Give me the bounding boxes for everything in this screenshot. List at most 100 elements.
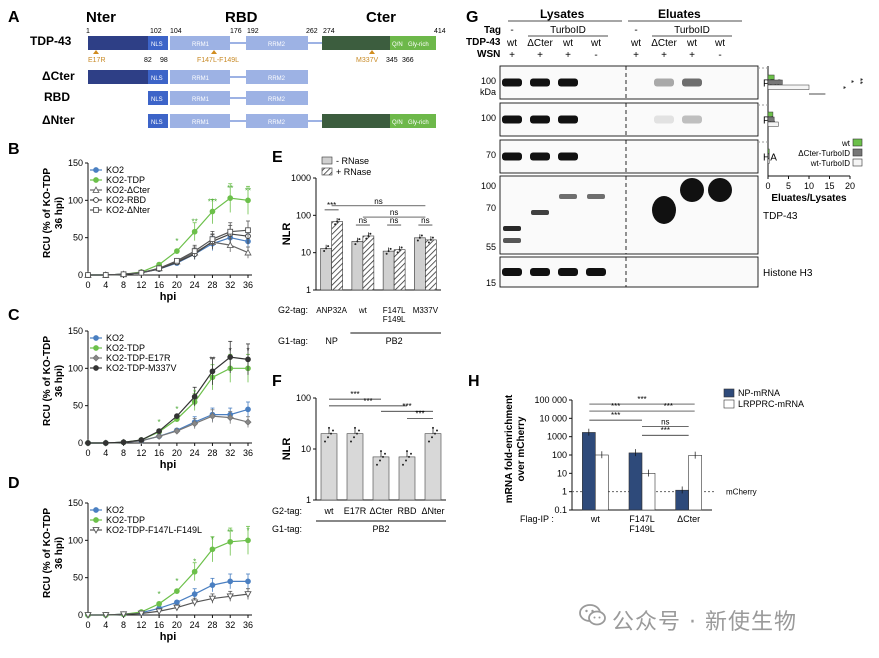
legend-entry: ΔCter-TurboID xyxy=(798,149,850,158)
y-tick-label: 0 xyxy=(78,270,83,280)
data-point xyxy=(245,578,251,585)
dnter-rrm2-label: RRM2 xyxy=(268,120,286,126)
x-tick-label: 12 xyxy=(136,280,146,290)
rbd-rrm1-label: RRM1 xyxy=(192,97,210,103)
legend-entry: wt xyxy=(841,139,851,148)
y-tick-label: 1 xyxy=(562,487,567,497)
dot xyxy=(410,452,412,455)
domain-nter-label: Nter xyxy=(86,9,116,26)
x-tick-label: 20 xyxy=(172,620,182,630)
g2-tag-title: G2-tag: xyxy=(278,305,308,315)
legend-minus-rnase-label: - RNase xyxy=(336,156,369,166)
y-tick-label: 50 xyxy=(73,233,83,243)
g1-tag-label: PB2 xyxy=(372,524,389,534)
tag-value: - xyxy=(510,25,513,36)
x-tick-label: 16 xyxy=(154,620,164,630)
dot xyxy=(336,220,339,223)
sig-label: *** xyxy=(350,390,359,399)
g2-tag-label: ΔCter xyxy=(369,506,392,516)
dot xyxy=(354,243,357,246)
group-label: ΔCter xyxy=(677,514,700,524)
dot xyxy=(330,432,332,435)
data-point xyxy=(191,228,198,235)
text-line: RCU (% of KO-TDP xyxy=(42,336,53,426)
tag-row-label: Tag xyxy=(484,25,501,36)
significance-mark: * xyxy=(193,388,196,397)
g1-tag-title: G1-tag: xyxy=(278,336,308,346)
group-label: wt xyxy=(590,514,600,524)
tdp43-nls-domain xyxy=(148,36,168,50)
g2-tag-label: wt xyxy=(324,506,334,516)
data-point xyxy=(120,439,127,446)
panel-g-label: G xyxy=(466,9,478,26)
legend-entry: LRPPRC-mRNA xyxy=(738,399,804,409)
dot xyxy=(406,450,408,453)
panel-f-label: F xyxy=(272,373,282,390)
wsn-lane-value: + xyxy=(633,50,639,61)
data-point xyxy=(209,546,216,553)
bar xyxy=(351,241,364,291)
dnter-cter-domain xyxy=(322,114,390,128)
bar xyxy=(346,433,364,501)
tdp43-linker2 xyxy=(308,42,322,44)
wsn-lane-value: + xyxy=(509,50,515,61)
dot xyxy=(376,463,378,466)
data-point xyxy=(245,227,251,234)
sig-label: *** xyxy=(363,397,372,406)
pos-102: 102 xyxy=(150,28,162,35)
significance-mark: *** xyxy=(208,198,217,207)
significance-mark: ** xyxy=(227,528,233,537)
data-point xyxy=(155,608,163,616)
significance-mark: * xyxy=(246,526,249,535)
tdp43-nls-label: NLS xyxy=(151,42,163,48)
construct-dnter-label: ΔNter xyxy=(42,113,75,127)
x-tick-label: 32 xyxy=(225,448,235,458)
significance-mark: ** xyxy=(227,184,233,193)
dot xyxy=(338,218,341,221)
legend-entry: KO2-TDP xyxy=(106,343,145,353)
dnter-qn-label: Q/N xyxy=(392,120,403,126)
data-point xyxy=(191,599,199,607)
x-tick-label: 28 xyxy=(207,280,217,290)
g1-tag-label: NP xyxy=(325,336,338,346)
panel-f-bar-chart: F 1 10 100 NLR wt E17R ΔCter RBD ΔNter G2-tag: G1-… xyxy=(272,373,446,534)
legend-marker xyxy=(93,207,99,213)
g2-tag-label: M337V xyxy=(413,306,439,315)
y-tick-label: 10 xyxy=(301,248,311,258)
dot xyxy=(354,426,356,429)
significance-mark: ** xyxy=(245,186,251,195)
y-tick-label: 100 xyxy=(552,450,567,460)
pos-274: 274 xyxy=(323,28,335,35)
text-line: F147L xyxy=(383,306,406,315)
data-point xyxy=(102,272,109,278)
text-line: over mCherry xyxy=(516,416,527,481)
tdp43-linker xyxy=(230,42,246,44)
dot xyxy=(328,426,330,429)
dnter-rrm2-domain xyxy=(246,114,308,128)
series-line-ko2 xyxy=(88,408,249,444)
dot xyxy=(429,238,432,241)
dcter-rrm2-domain xyxy=(246,70,308,84)
blot-protein-label: Histone H3 xyxy=(763,268,813,279)
bar xyxy=(641,473,656,511)
x-tick-label: 0 xyxy=(85,448,90,458)
data-point xyxy=(155,432,163,440)
dot xyxy=(334,223,337,226)
y-tick-label: 100 xyxy=(296,210,311,220)
data-point xyxy=(245,406,251,413)
bar xyxy=(425,239,437,291)
data-point xyxy=(191,248,198,254)
legend-entry: KO2 xyxy=(106,333,124,343)
legend-swatch xyxy=(723,399,735,409)
legend-entry: KO2 xyxy=(106,165,124,175)
panel-h-label: H xyxy=(468,373,480,390)
legend-plus-rnase-swatch xyxy=(321,167,333,176)
significance-mark: * xyxy=(175,405,178,414)
data-point xyxy=(156,265,162,272)
x-tick-label: 8 xyxy=(121,280,126,290)
y-tick-label: 100 xyxy=(68,535,83,545)
data-point xyxy=(227,195,234,201)
data-point xyxy=(245,537,251,544)
dot xyxy=(353,436,355,439)
significance-mark: * xyxy=(193,558,196,567)
